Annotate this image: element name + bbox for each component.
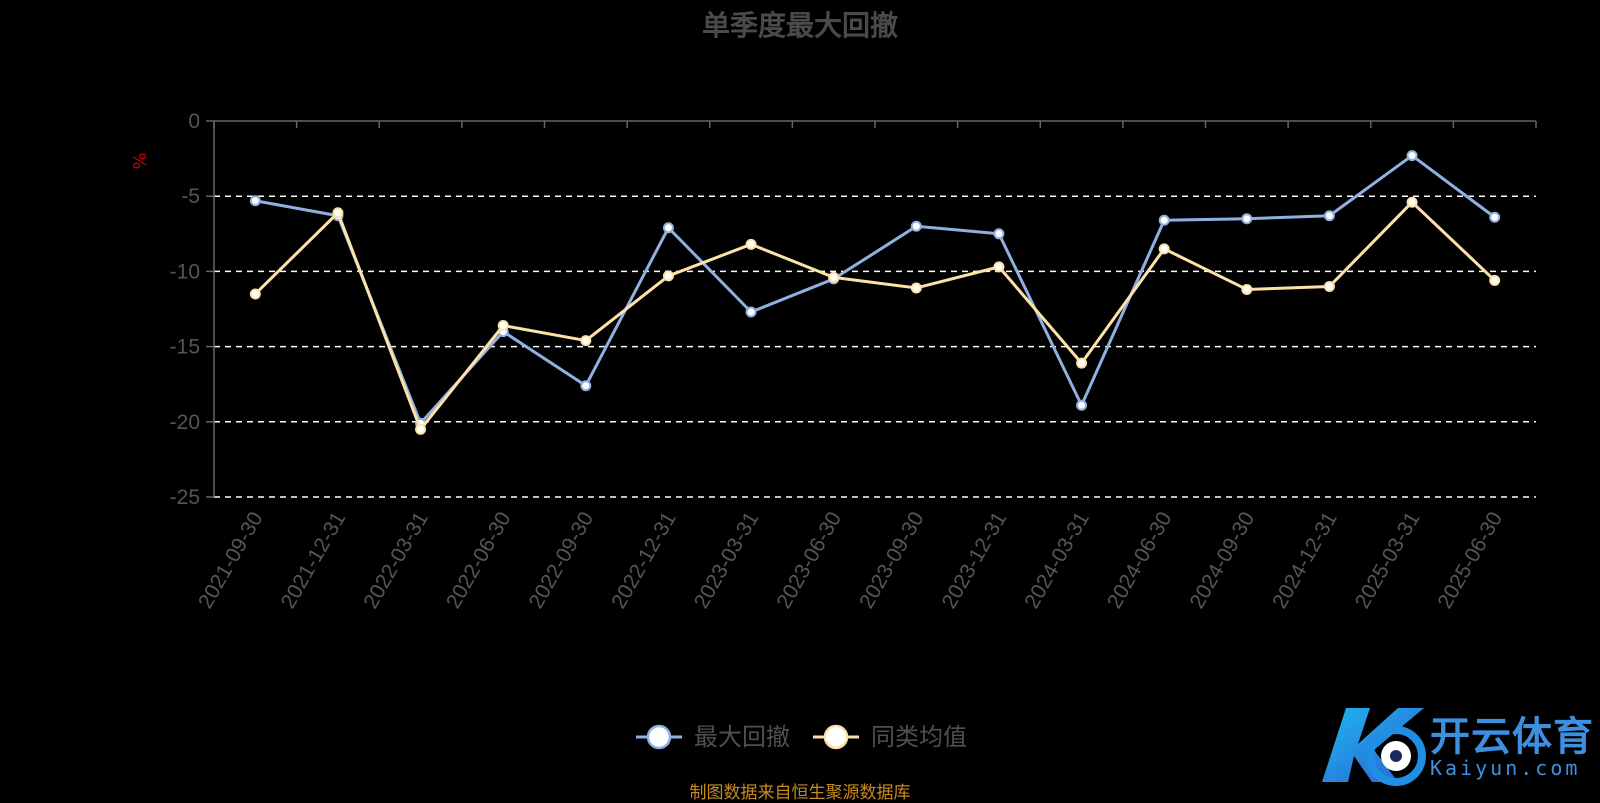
- data-point[interactable]: [745, 238, 757, 250]
- data-point[interactable]: [1076, 399, 1088, 411]
- x-tick-label: 2024-09-30: [1186, 508, 1260, 613]
- data-point[interactable]: [332, 207, 344, 219]
- legend-marker[interactable]: [646, 724, 672, 750]
- y-tick-label: -5: [181, 185, 200, 208]
- x-tick-label: 2022-12-31: [607, 508, 681, 613]
- data-point[interactable]: [580, 380, 592, 392]
- data-point[interactable]: [249, 288, 261, 300]
- x-tick-label: 2022-09-30: [525, 508, 599, 613]
- y-tick-label: -25: [170, 486, 200, 509]
- watermark-name: 开云体育: [1430, 714, 1594, 760]
- data-point[interactable]: [1158, 214, 1170, 226]
- legend-label[interactable]: 同类均值: [871, 723, 967, 751]
- data-point[interactable]: [745, 306, 757, 318]
- data-point[interactable]: [415, 423, 427, 435]
- data-point[interactable]: [1241, 283, 1253, 295]
- y-tick-label: -10: [170, 260, 200, 283]
- data-point[interactable]: [993, 228, 1005, 240]
- data-point[interactable]: [662, 222, 674, 234]
- data-point[interactable]: [1489, 211, 1501, 223]
- legend-label[interactable]: 最大回撤: [694, 723, 790, 751]
- x-tick-label: 2025-03-31: [1351, 508, 1425, 613]
- kaiyun-watermark: 开云体育 Kaiyun.com: [1312, 700, 1598, 792]
- data-point[interactable]: [993, 261, 1005, 273]
- x-tick-label: 2022-03-31: [359, 508, 433, 613]
- data-point[interactable]: [580, 335, 592, 347]
- data-point[interactable]: [910, 282, 922, 294]
- y-axis-label: %: [130, 152, 151, 169]
- data-point[interactable]: [1406, 150, 1418, 162]
- data-point[interactable]: [1323, 210, 1335, 222]
- source-note: 制图数据来自恒生聚源数据库: [689, 783, 911, 803]
- data-point[interactable]: [497, 320, 509, 332]
- x-tick-label: 2025-06-30: [1433, 508, 1507, 613]
- watermark-domain: Kaiyun.com: [1430, 756, 1581, 780]
- data-point[interactable]: [910, 220, 922, 232]
- chart-title: 单季度最大回撤: [701, 9, 898, 42]
- x-tick-label: 2021-12-31: [277, 508, 351, 613]
- data-point[interactable]: [662, 270, 674, 282]
- data-point[interactable]: [1489, 274, 1501, 286]
- y-tick-label: -20: [170, 411, 200, 434]
- data-point[interactable]: [1406, 196, 1418, 208]
- y-tick-label: 0: [188, 110, 200, 133]
- x-tick-label: 2023-09-30: [855, 508, 929, 613]
- x-tick-label: 2023-03-31: [690, 508, 764, 613]
- kaiyun-logo-icon: [1322, 708, 1426, 786]
- x-tick-label: 2023-06-30: [772, 508, 846, 613]
- data-point[interactable]: [1241, 213, 1253, 225]
- x-tick-label: 2023-12-31: [938, 508, 1012, 613]
- data-point[interactable]: [828, 271, 840, 283]
- x-tick-label: 2022-06-30: [442, 508, 516, 613]
- y-tick-label: -15: [170, 336, 200, 359]
- data-point[interactable]: [249, 195, 261, 207]
- x-tick-label: 2021-09-30: [194, 508, 268, 613]
- series-line-2: [254, 200, 1496, 431]
- data-point[interactable]: [1323, 280, 1335, 292]
- x-tick-label: 2024-12-31: [1268, 508, 1342, 613]
- data-point[interactable]: [1158, 243, 1170, 255]
- x-tick-label: 2024-03-31: [1020, 508, 1094, 613]
- x-tick-label: 2024-06-30: [1103, 508, 1177, 613]
- data-point[interactable]: [1076, 357, 1088, 369]
- legend-marker[interactable]: [823, 724, 849, 750]
